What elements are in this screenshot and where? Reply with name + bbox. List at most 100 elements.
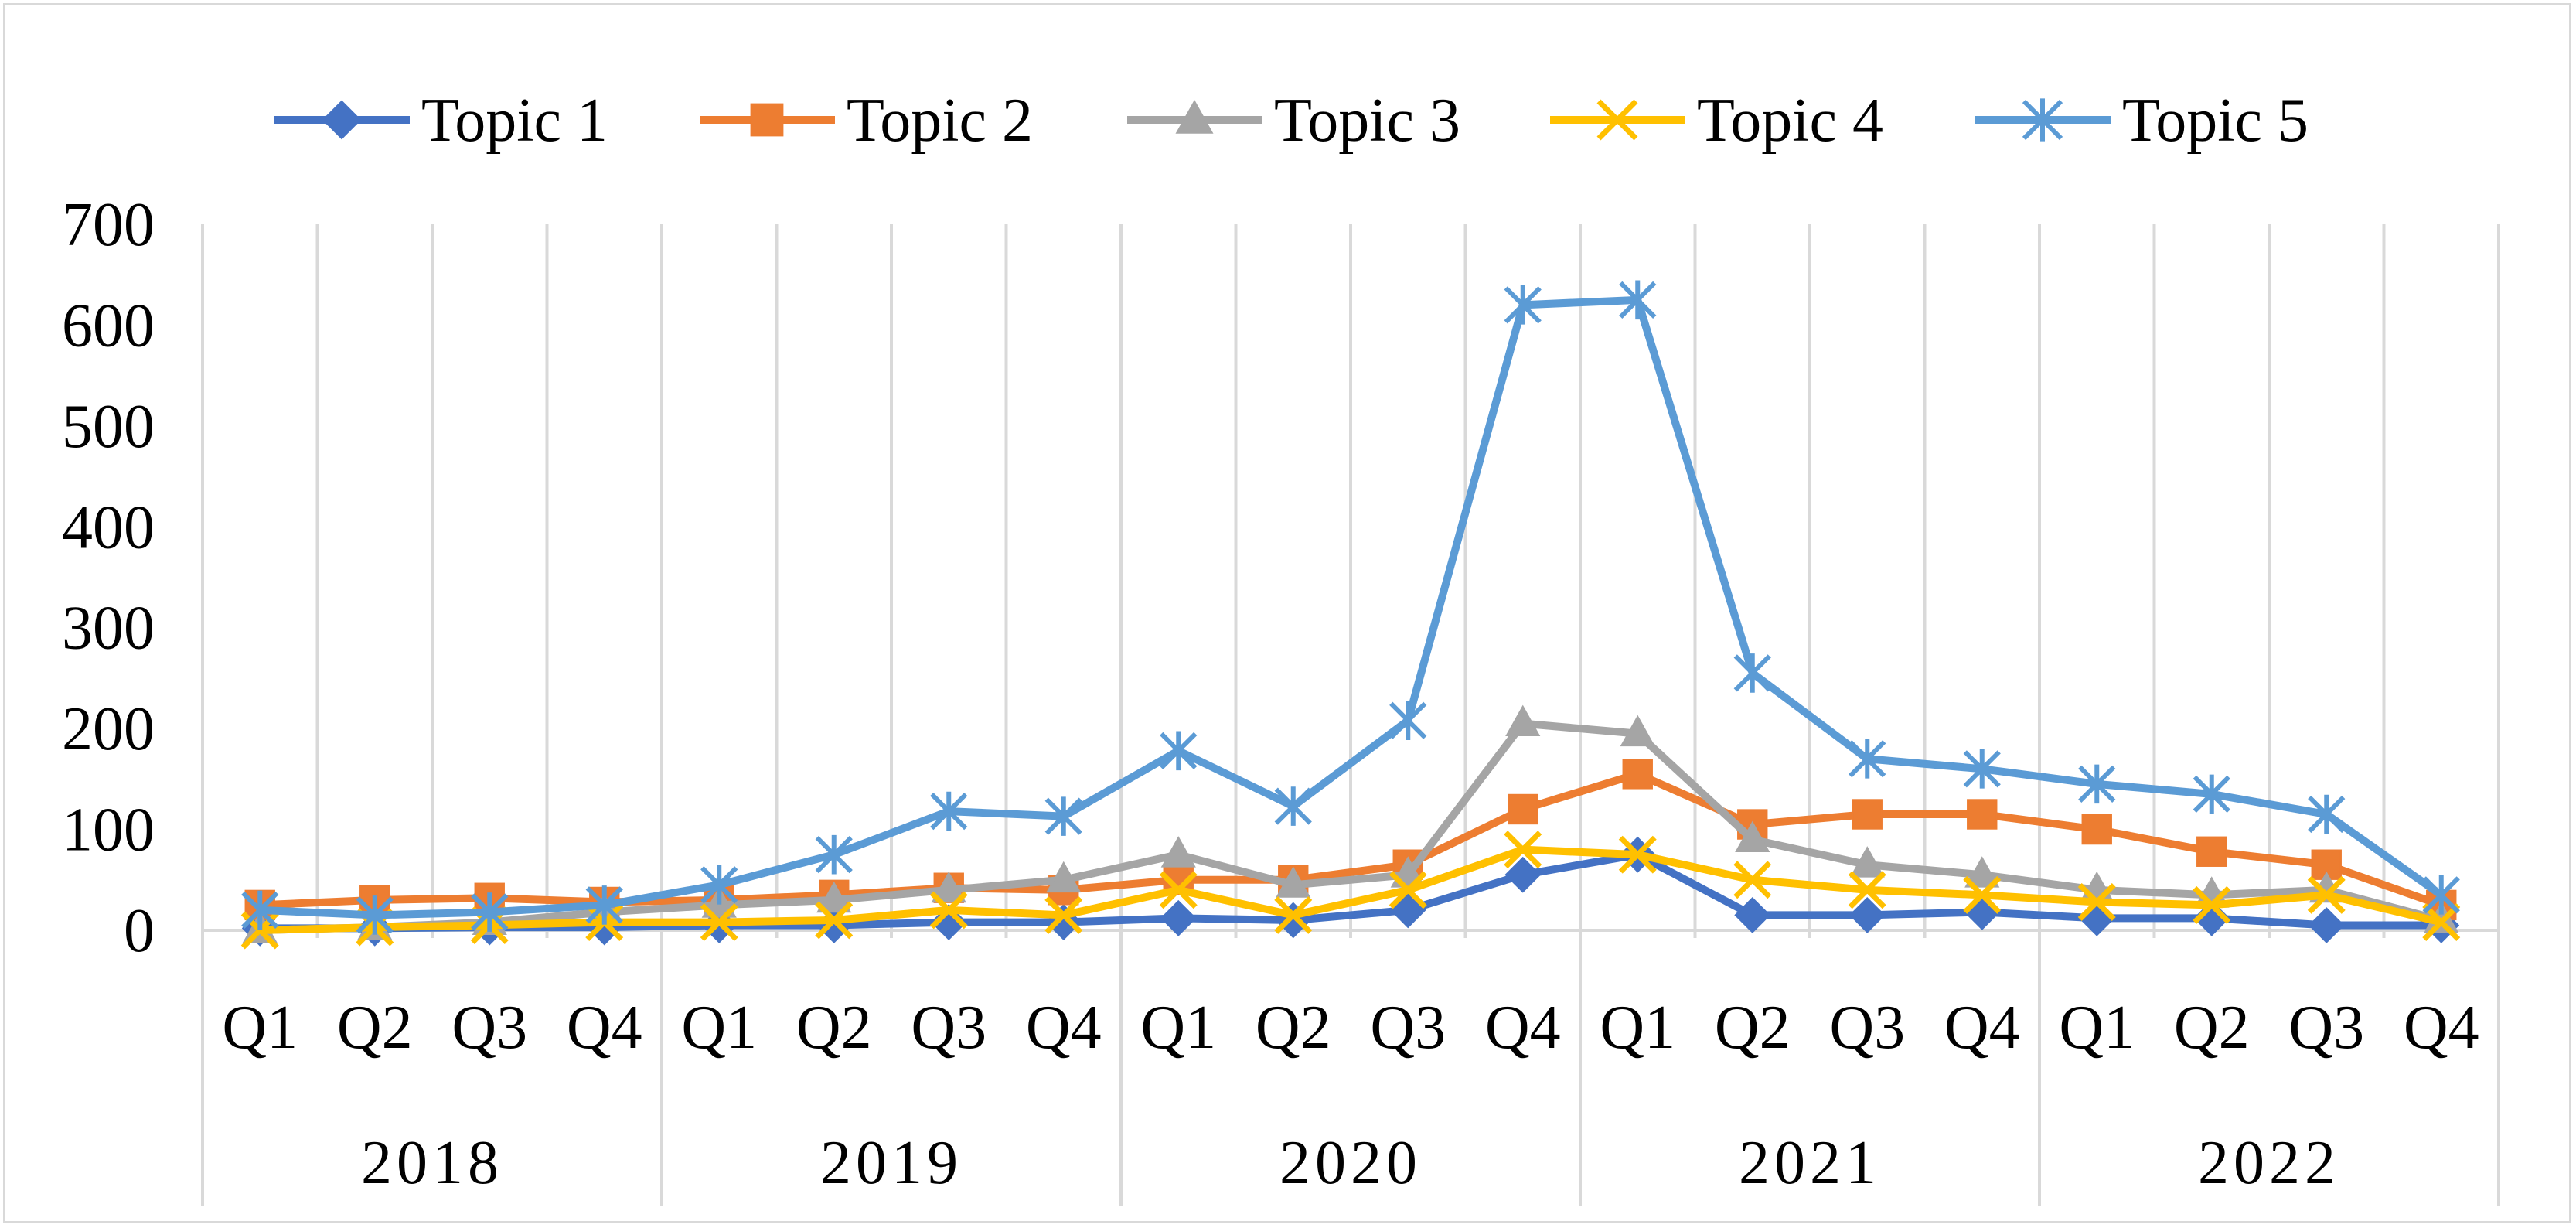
y-tick-label: 200 bbox=[62, 695, 155, 763]
series-line bbox=[256, 845, 2445, 934]
series-line bbox=[256, 851, 2445, 933]
legend-item: Topic 4 bbox=[1550, 87, 1883, 155]
data-point bbox=[1389, 871, 1427, 909]
data-point bbox=[700, 903, 738, 942]
series-line bbox=[256, 719, 2445, 934]
legend-label: Topic 4 bbox=[1697, 87, 1883, 155]
legend-label: Topic 2 bbox=[847, 87, 1033, 155]
data-point bbox=[1964, 856, 2000, 888]
data-point bbox=[241, 890, 279, 930]
data-point bbox=[471, 892, 509, 932]
data-point bbox=[2193, 885, 2231, 924]
y-tick-label: 700 bbox=[62, 191, 155, 259]
legend: Topic 1 Topic 2 Topic 3 Topic 4 Topic 5 bbox=[274, 87, 2309, 155]
data-point bbox=[1963, 749, 2001, 789]
x-tick-label: Q2 bbox=[796, 994, 872, 1062]
x-group-label: 2022 bbox=[2198, 1129, 2340, 1197]
x-tick-label: Q3 bbox=[1370, 994, 1446, 1062]
data-point bbox=[816, 907, 853, 943]
data-point bbox=[1160, 731, 1198, 771]
legend-marker bbox=[1175, 99, 1214, 134]
x-tick-label: Q3 bbox=[1829, 994, 1905, 1062]
data-point bbox=[1505, 704, 1541, 737]
data-point bbox=[1044, 895, 1083, 934]
series-line bbox=[256, 295, 2445, 919]
data-point bbox=[1160, 836, 1196, 868]
data-point bbox=[815, 901, 854, 940]
y-tick-label: 400 bbox=[62, 493, 155, 561]
legend-item: Topic 1 bbox=[274, 87, 608, 155]
legend-label: Topic 3 bbox=[1274, 87, 1460, 155]
x-tick-label: Q4 bbox=[2404, 994, 2479, 1062]
legend-label: Topic 1 bbox=[421, 87, 608, 155]
data-point bbox=[2196, 836, 2227, 867]
data-point bbox=[1964, 894, 2001, 930]
x-tick-label: Q2 bbox=[1256, 994, 1331, 1062]
data-point bbox=[815, 834, 853, 875]
data-point bbox=[1504, 856, 1542, 893]
y-tick-label: 300 bbox=[62, 595, 155, 663]
data-point bbox=[1734, 897, 1771, 933]
data-point bbox=[1733, 653, 1771, 693]
data-point bbox=[700, 865, 738, 905]
legend-marker bbox=[322, 100, 362, 140]
data-point bbox=[816, 881, 852, 913]
y-tick-label: 500 bbox=[62, 393, 155, 461]
x-tick-label: Q2 bbox=[1715, 994, 1791, 1062]
x-tick-label: Q2 bbox=[2174, 994, 2250, 1062]
x-tick-label: Q4 bbox=[567, 994, 642, 1062]
data-point bbox=[2081, 814, 2112, 845]
x-tick-label: Q4 bbox=[1944, 994, 2020, 1062]
data-point bbox=[2077, 883, 2116, 921]
vertical-gridlines bbox=[201, 224, 2500, 1206]
data-point bbox=[1044, 796, 1082, 836]
x-tick-label: Q4 bbox=[1026, 994, 1102, 1062]
data-point bbox=[1160, 899, 1197, 936]
data-point bbox=[1849, 739, 1886, 779]
x-tick-label: Q3 bbox=[911, 994, 986, 1062]
data-point bbox=[1159, 871, 1198, 909]
data-point bbox=[1046, 861, 1082, 893]
x-group-label: 2018 bbox=[361, 1129, 503, 1197]
series-5 bbox=[241, 280, 2460, 935]
data-point bbox=[1622, 759, 1653, 790]
legend-item: Topic 2 bbox=[700, 87, 1033, 155]
legend-label: Topic 5 bbox=[2122, 87, 2309, 155]
y-tick-label: 0 bbox=[124, 897, 155, 965]
data-point bbox=[1618, 835, 1657, 874]
data-point bbox=[1504, 831, 1542, 869]
x-tick-label: Q1 bbox=[1600, 994, 1675, 1062]
x-group-label: 2020 bbox=[1279, 1129, 1422, 1197]
x-group-label: 2021 bbox=[1739, 1129, 1881, 1197]
data-point bbox=[1733, 861, 1772, 899]
series-layer bbox=[240, 280, 2461, 950]
data-point bbox=[1963, 875, 2002, 914]
x-group-label: 2019 bbox=[820, 1129, 963, 1197]
data-point bbox=[2422, 875, 2460, 915]
data-point bbox=[1508, 793, 1538, 825]
data-point bbox=[2422, 903, 2461, 942]
data-point bbox=[2308, 794, 2346, 834]
data-point bbox=[1848, 871, 1886, 909]
x-axis-labels: Q1 Q2 Q3 Q4 Q1 Q2 Q3 Q4 Q1 Q2 Q3 Q4 Q1 Q2 Q3 Q4 Q1 Q2 Q3 Q4… bbox=[222, 994, 2479, 1197]
data-point bbox=[1276, 866, 1311, 898]
data-point bbox=[2193, 774, 2230, 814]
data-point bbox=[1849, 846, 1885, 878]
data-point bbox=[1849, 897, 1886, 933]
y-axis-ticks: 0 100 200 300 400 500 600 700 bbox=[62, 191, 155, 965]
legend-marker bbox=[750, 103, 784, 137]
data-point bbox=[1735, 820, 1770, 853]
data-point bbox=[931, 871, 966, 903]
legend-marker bbox=[2022, 98, 2063, 142]
data-point bbox=[2193, 899, 2230, 936]
y-tick-label: 100 bbox=[62, 796, 155, 865]
data-point bbox=[1274, 895, 1313, 934]
legend-item: Topic 3 bbox=[1127, 87, 1460, 155]
data-point bbox=[2308, 907, 2345, 943]
data-point bbox=[1274, 786, 1312, 826]
data-point bbox=[930, 791, 968, 831]
x-tick-label: Q1 bbox=[681, 994, 757, 1062]
x-tick-label: Q1 bbox=[222, 994, 298, 1062]
data-point bbox=[1619, 280, 1657, 320]
